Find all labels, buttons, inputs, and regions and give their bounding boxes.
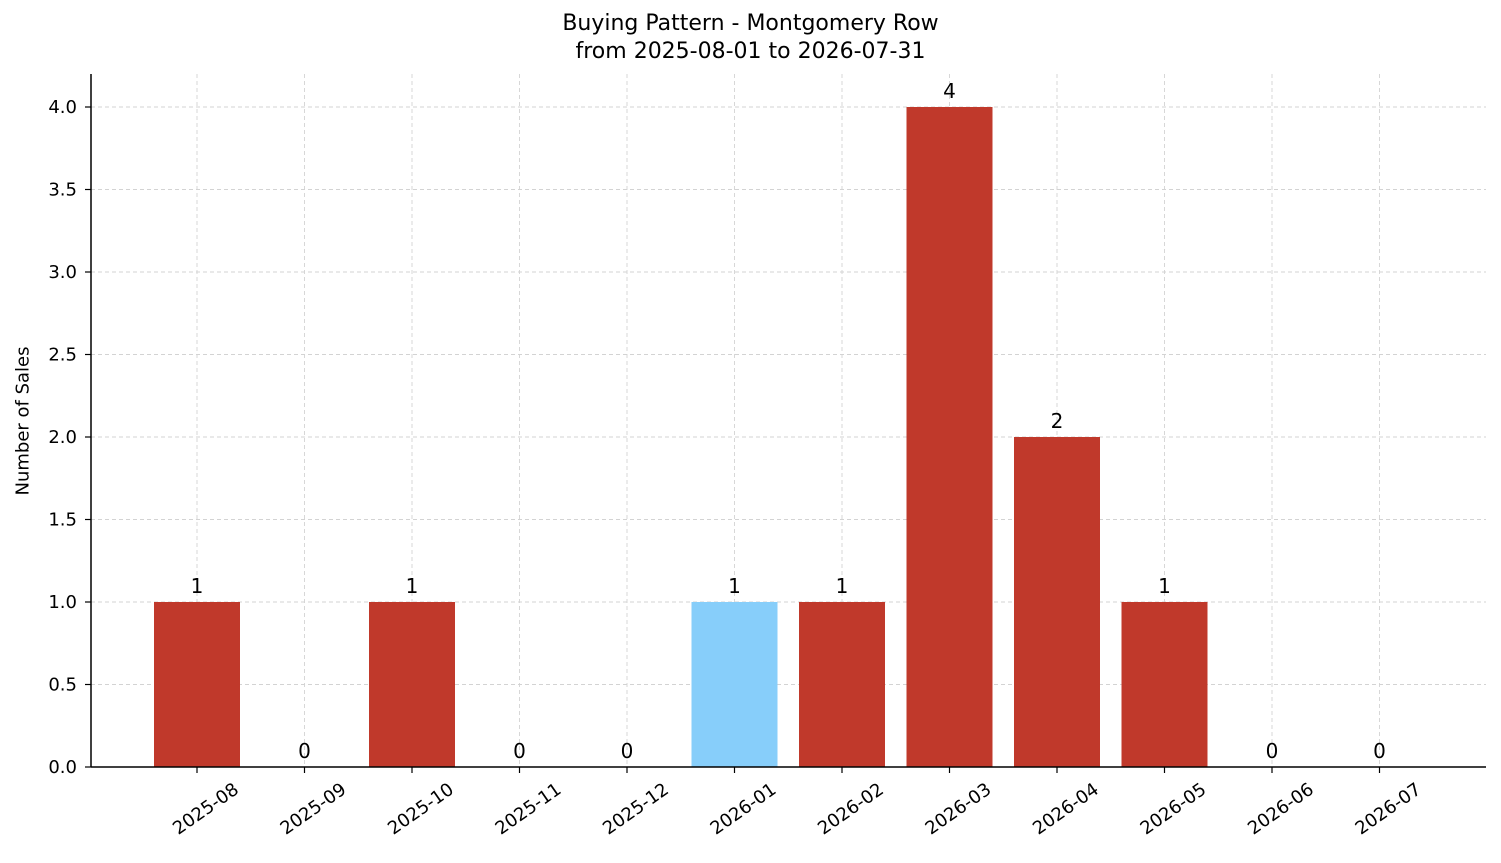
x-tick-label: 2026-02 bbox=[814, 779, 888, 839]
x-tick-label: 2025-10 bbox=[384, 779, 458, 839]
x-tick-label: 2026-05 bbox=[1137, 779, 1211, 839]
x-tick-label: 2026-06 bbox=[1244, 779, 1318, 839]
y-tick-label: 2.0 bbox=[48, 427, 77, 448]
y-tick-label: 3.0 bbox=[48, 262, 77, 283]
bar bbox=[154, 602, 240, 767]
y-tick-label: 1.5 bbox=[48, 510, 77, 531]
x-tick-label: 2025-08 bbox=[169, 779, 243, 839]
bar-value-label: 0 bbox=[1373, 739, 1386, 763]
x-tick-label: 2026-01 bbox=[707, 779, 781, 839]
y-tick-label: 0.5 bbox=[48, 675, 77, 696]
bar-value-label: 2 bbox=[1051, 409, 1064, 433]
bar-value-label: 1 bbox=[728, 574, 741, 598]
x-tick-label: 2026-07 bbox=[1352, 779, 1426, 839]
chart-title: Buying Pattern - Montgomery Row bbox=[562, 11, 939, 36]
x-tick-label: 2026-04 bbox=[1029, 779, 1103, 839]
bar-value-label: 0 bbox=[1266, 739, 1279, 763]
x-tick-label: 2025-12 bbox=[599, 779, 673, 839]
y-tick-label: 3.5 bbox=[48, 180, 77, 201]
chart-subtitle: from 2025-08-01 to 2026-07-31 bbox=[575, 39, 926, 64]
bar bbox=[799, 602, 885, 767]
bar bbox=[1121, 602, 1208, 767]
bar bbox=[691, 602, 778, 767]
bar-value-label: 1 bbox=[406, 574, 419, 598]
bar-value-label: 4 bbox=[943, 79, 956, 103]
y-tick-label: 1.0 bbox=[48, 592, 77, 613]
bar-value-label: 1 bbox=[836, 574, 849, 598]
y-tick-label: 2.5 bbox=[48, 345, 77, 366]
bar-value-label: 0 bbox=[621, 739, 634, 763]
x-tick-label: 2025-09 bbox=[277, 779, 351, 839]
bar bbox=[906, 107, 993, 767]
bar bbox=[1014, 437, 1100, 767]
x-tick-label: 2026-03 bbox=[922, 779, 996, 839]
bar-value-label: 1 bbox=[1158, 574, 1171, 598]
bar bbox=[369, 602, 455, 767]
bar-value-label: 0 bbox=[298, 739, 311, 763]
bar-value-label: 1 bbox=[191, 574, 204, 598]
y-tick-label: 4.0 bbox=[48, 97, 77, 118]
x-tick-label: 2025-11 bbox=[492, 779, 566, 839]
bar-value-label: 0 bbox=[513, 739, 526, 763]
y-tick-label: 0.0 bbox=[48, 757, 77, 778]
